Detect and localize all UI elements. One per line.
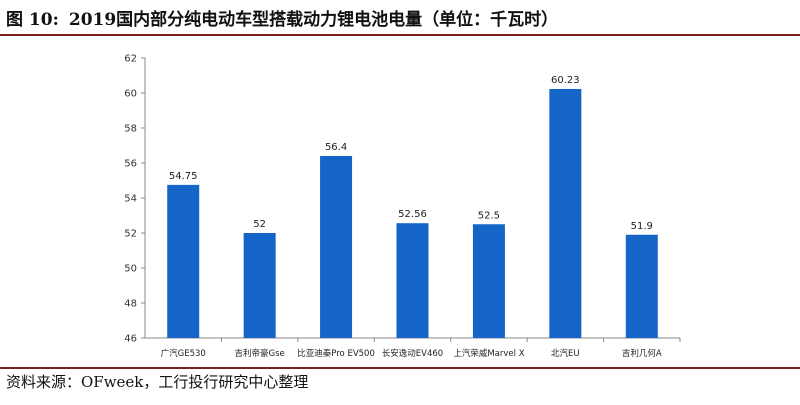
bar-value-label: 52.5	[478, 210, 500, 221]
x-tick-label: 上汽荣威Marvel X	[453, 348, 524, 359]
bar-value-label: 52	[253, 219, 266, 230]
bar-value-label: 54.75	[169, 171, 198, 182]
header-divider	[0, 34, 800, 36]
bar	[549, 88, 582, 338]
y-tick-label: 52	[124, 229, 137, 240]
figure-title: 2019国内部分纯电动车型搭载动力锂电池电量（单位：千瓦时）	[68, 9, 559, 30]
source-note: 资料来源：OFweek，工行投行研究中心整理	[6, 373, 309, 391]
y-tick-label: 46	[124, 334, 137, 345]
y-tick-label: 58	[124, 124, 137, 135]
y-tick-label: 56	[124, 159, 137, 170]
figure-header: 图 10: 2019国内部分纯电动车型搭载动力锂电池电量（单位：千瓦时）	[0, 0, 800, 34]
bar-value-label: 60.23	[551, 75, 580, 86]
x-tick-label: 长安逸动EV460	[382, 348, 443, 359]
bar	[625, 234, 658, 338]
bar-value-label: 51.9	[631, 221, 653, 232]
footer-divider	[0, 367, 800, 369]
bar	[472, 224, 505, 338]
bar	[396, 223, 429, 338]
y-tick-label: 54	[124, 194, 137, 205]
x-tick-label: 北汽EU	[551, 348, 580, 359]
x-tick-label: 吉利几何A	[622, 348, 662, 359]
bar	[320, 156, 353, 338]
bar-value-label: 52.56	[398, 209, 427, 220]
y-tick-label: 60	[124, 89, 137, 100]
x-tick-label: 广汽GE530	[161, 348, 206, 359]
bar-value-label: 56.4	[325, 142, 347, 153]
y-tick-label: 62	[124, 54, 137, 65]
x-tick-label: 比亚迪秦Pro EV500	[297, 348, 375, 359]
y-tick-label: 50	[124, 264, 137, 275]
bar	[243, 233, 276, 338]
x-tick-label: 吉利帝豪Gse	[235, 348, 285, 359]
figure-label: 图 10:	[6, 9, 59, 30]
bar	[167, 184, 200, 338]
y-tick-label: 48	[124, 299, 137, 310]
bar-chart: 46 48 50 52 54 56 58 60 62 54.75 广汽GE530 52 吉利帝豪Gse 5…	[124, 54, 681, 359]
